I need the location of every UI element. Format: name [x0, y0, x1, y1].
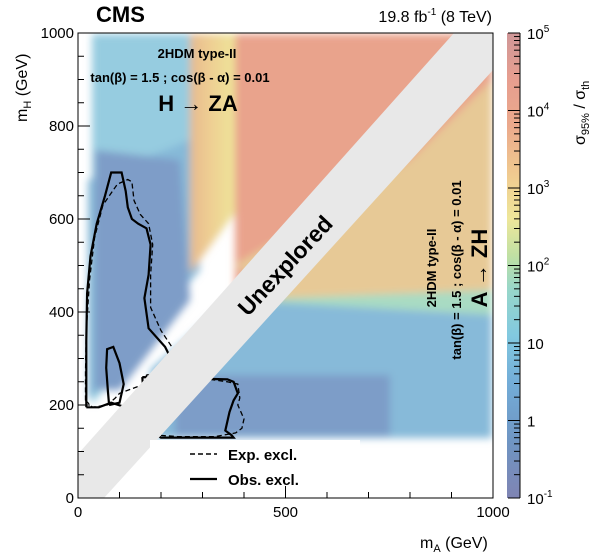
heatmap-region-azh-lowest: [175, 375, 390, 436]
heatmap-region-hza-band: [190, 34, 237, 273]
obs-excl-contour-hza-inner: [105, 345, 125, 407]
y-tick-label: 600: [49, 211, 74, 228]
z-tick-label: 10: [527, 336, 544, 353]
z-axis-ticks: 10-1 1 10 102 103 104 105: [508, 24, 553, 508]
z-tick-label: 105: [527, 24, 550, 43]
y-tick-label: 400: [49, 304, 74, 321]
y-axis-ticks: 0 200 400 600 800 1000: [41, 25, 90, 507]
z-tick-label: 1: [527, 414, 535, 431]
legend-box: [150, 440, 360, 498]
z-axis-title: σ95% / σth: [572, 81, 592, 145]
experiment-label: CMS: [96, 2, 145, 27]
x-tick-label: 1000: [476, 504, 509, 521]
x-tick-label: 500: [273, 504, 298, 521]
y-tick-label: 1000: [41, 25, 74, 42]
legend-exp-label: Exp. excl.: [228, 447, 297, 464]
x-axis-title: mA (GeV): [420, 535, 488, 554]
hza-model-label: 2HDM type-II: [158, 46, 237, 61]
y-tick-label: 800: [49, 118, 74, 135]
z-tick-label: 102: [527, 257, 550, 276]
hza-process-label: H → ZA: [158, 91, 238, 116]
heatmap-region-hza-core: [95, 150, 190, 390]
x-axis-ticks: 0 500 1000: [74, 486, 510, 521]
azh-params-label: tan(β) = 1.5 ; cos(β - α) = 0.01: [449, 180, 464, 359]
legend-obs-label: Obs. excl.: [228, 472, 299, 489]
hza-params-label: tan(β) = 1.5 ; cos(β - α) = 0.01: [90, 70, 269, 85]
exp-excl-contour-hza: [84, 178, 175, 408]
x-tick-label: 0: [74, 504, 82, 521]
lumi-label: 19.8 fb-1 (8 TeV): [378, 7, 492, 26]
azh-model-label: 2HDM type-II: [424, 229, 439, 308]
z-tick-label: 103: [527, 179, 550, 198]
z-tick-label: 10-1: [527, 489, 553, 508]
unexplored-band: [78, 33, 493, 498]
z-tick-label: 104: [527, 102, 550, 121]
y-axis-title: mH (GeV): [14, 54, 34, 122]
azh-process-label: A → ZH: [467, 229, 492, 308]
y-tick-label: 200: [49, 397, 74, 414]
y-tick-label: 0: [66, 490, 74, 507]
